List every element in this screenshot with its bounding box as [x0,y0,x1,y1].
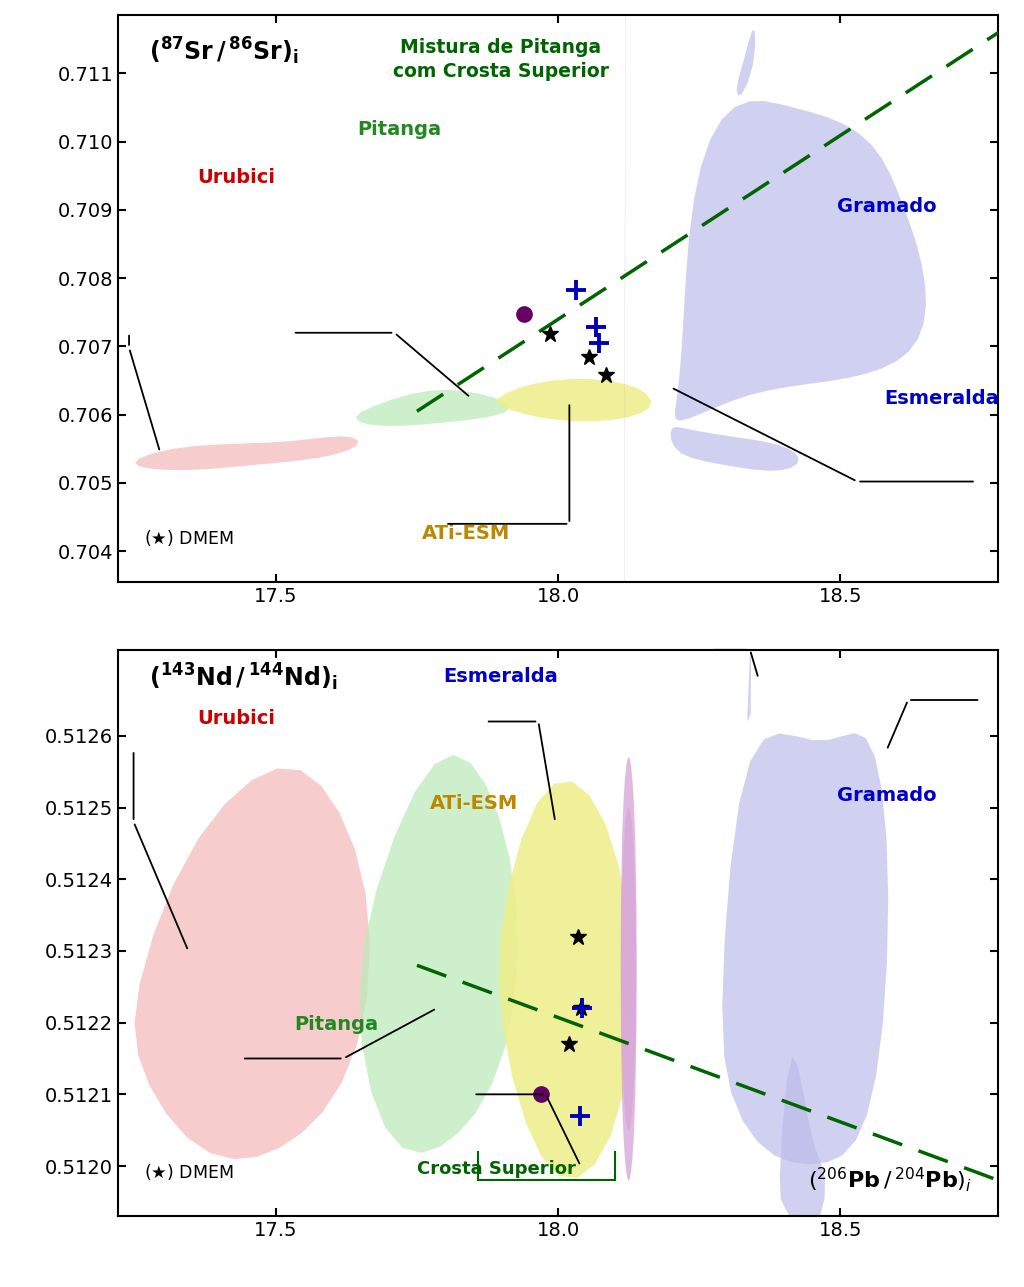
PathPatch shape [134,768,370,1160]
Text: ATi-ESM: ATi-ESM [422,524,510,543]
PathPatch shape [497,380,651,421]
Text: Gramado: Gramado [838,197,937,216]
Ellipse shape [621,807,637,1180]
Text: $(^{206}\mathbf{Pb}\,/\,^{204}\mathbf{Pb})_i$: $(^{206}\mathbf{Pb}\,/\,^{204}\mathbf{Pb… [808,1165,972,1193]
PathPatch shape [748,653,751,722]
Ellipse shape [621,757,637,1130]
Text: Mistura de Pitanga
com Crosta Superior: Mistura de Pitanga com Crosta Superior [393,39,609,81]
PathPatch shape [499,781,633,1178]
Text: $\mathbf{(^{87}Sr\,/\,^{86}Sr)_i}$: $\mathbf{(^{87}Sr\,/\,^{86}Sr)_i}$ [148,35,298,67]
Text: ($\bigstar$) DMEM: ($\bigstar$) DMEM [144,528,233,548]
Text: $\mathbf{(^{143}Nd\,/\,^{144}Nd)_i}$: $\mathbf{(^{143}Nd\,/\,^{144}Nd)_i}$ [148,662,337,692]
PathPatch shape [135,436,358,470]
Ellipse shape [623,0,627,1287]
Text: ATi-ESM: ATi-ESM [430,794,518,813]
Text: ($\bigstar$) DMEM: ($\bigstar$) DMEM [144,1162,233,1183]
Text: Gramado: Gramado [838,786,937,804]
PathPatch shape [736,31,756,95]
Text: Pitanga: Pitanga [357,120,441,139]
PathPatch shape [722,734,888,1165]
PathPatch shape [671,427,799,471]
Text: Esmeralda: Esmeralda [443,667,558,686]
Text: Pitanga: Pitanga [294,1015,378,1035]
Text: Urubici: Urubici [197,709,275,728]
Text: Urubici: Urubici [197,169,275,188]
Text: Esmeralda: Esmeralda [884,389,998,408]
PathPatch shape [780,1057,825,1232]
PathPatch shape [359,755,518,1153]
Text: Crosta Superior: Crosta Superior [417,1160,575,1178]
PathPatch shape [355,390,510,426]
PathPatch shape [675,100,926,421]
